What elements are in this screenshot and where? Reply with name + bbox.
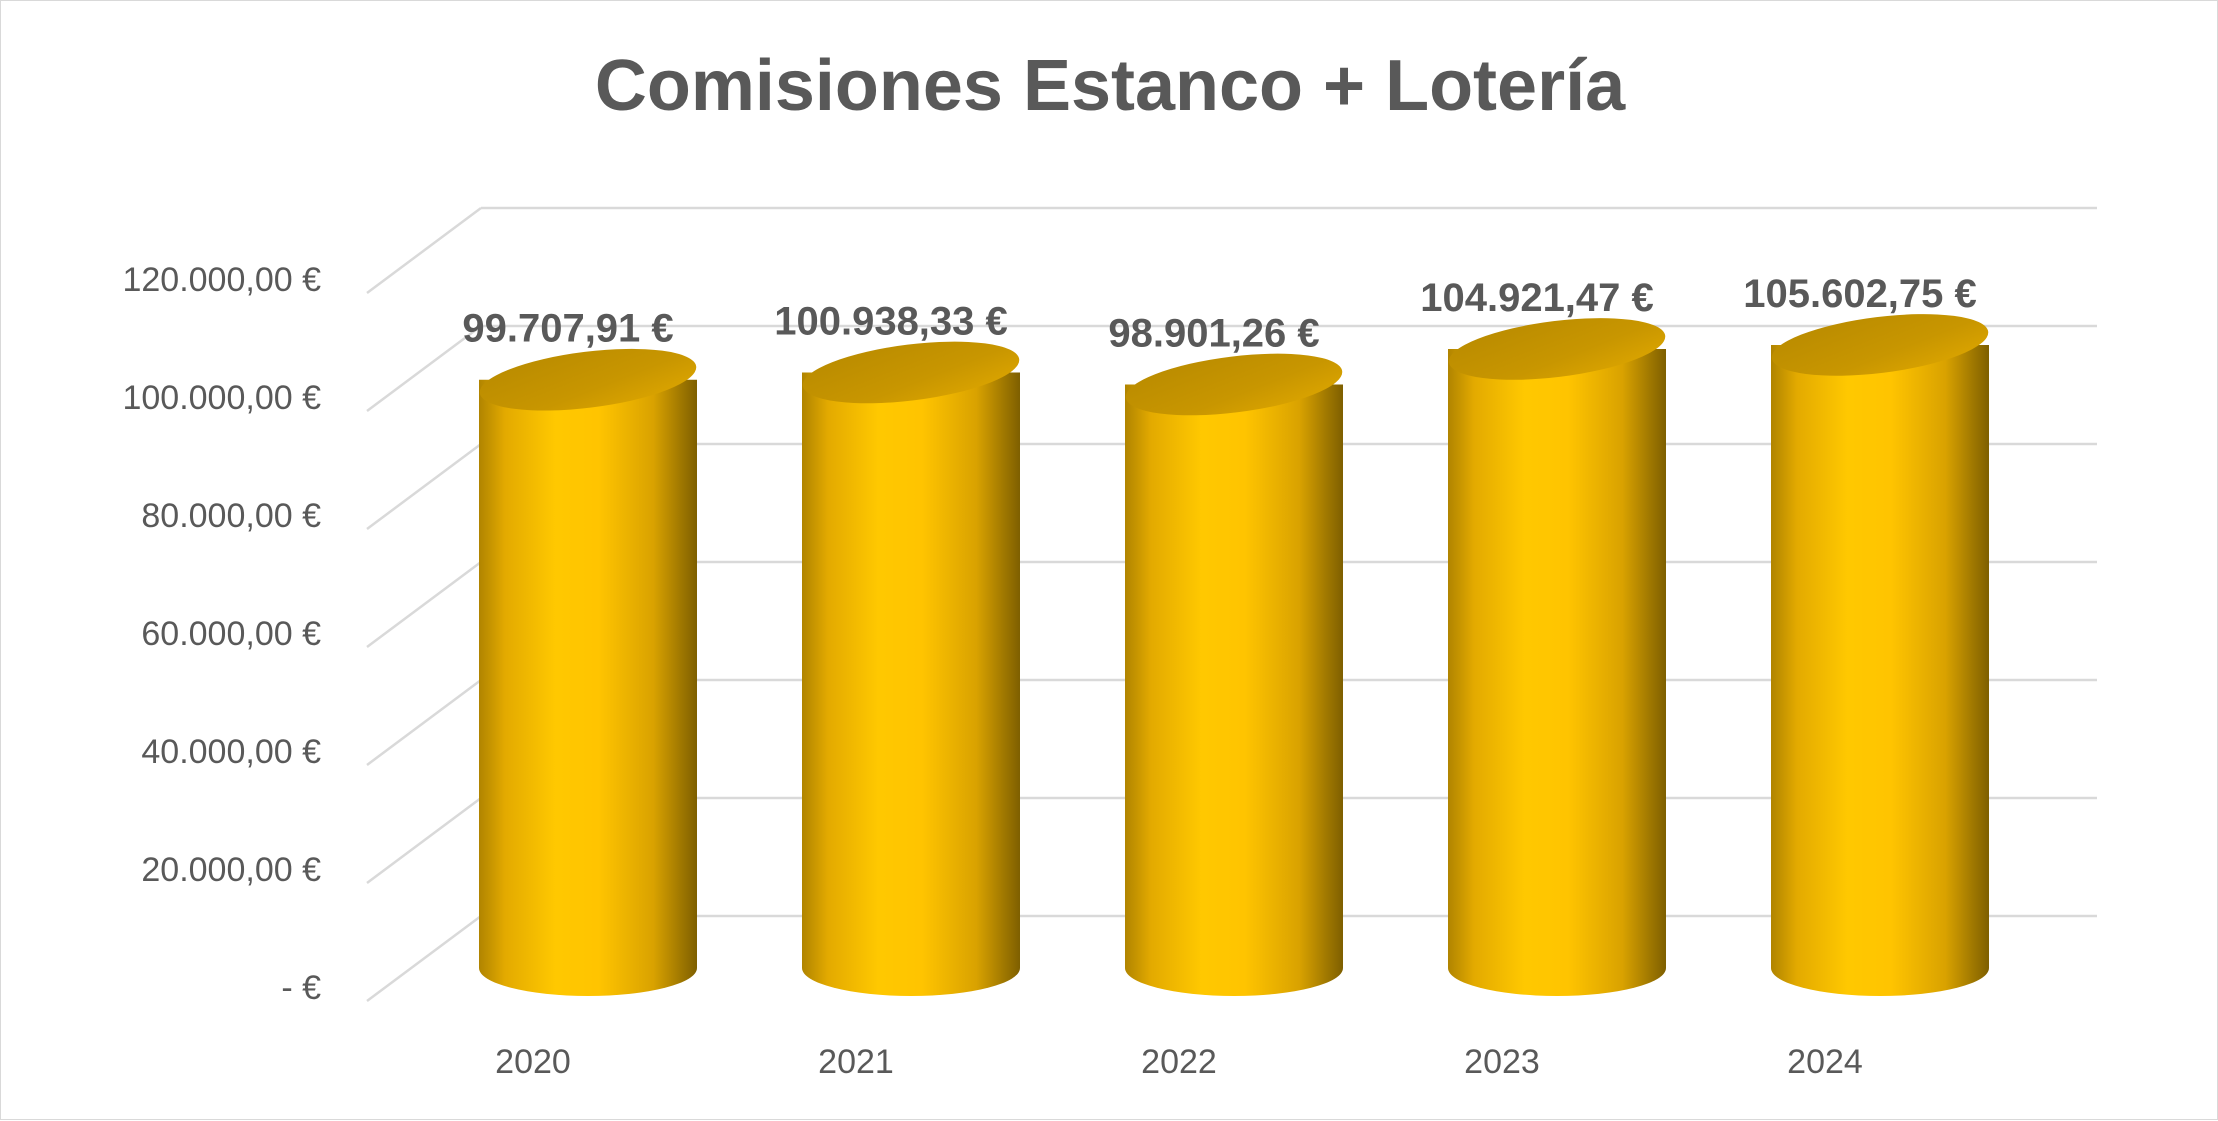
data-label: 100.938,33 €	[774, 299, 1008, 343]
bar	[479, 348, 697, 996]
data-label: 104.921,47 €	[1420, 276, 1654, 320]
bar	[1448, 318, 1666, 996]
bar	[1771, 314, 1989, 996]
bars	[479, 314, 1989, 997]
data-label: 98.901,26 €	[1108, 311, 1319, 355]
bar-body	[1125, 384, 1343, 997]
x-tick-label: 2021	[818, 1043, 894, 1081]
gridline-side	[366, 442, 482, 531]
bar	[1125, 353, 1343, 997]
chart-title: Comisiones Estanco + Lotería	[594, 46, 1626, 126]
gridline-side	[366, 796, 482, 885]
y-tick-label: 100.000,00 €	[122, 379, 321, 417]
x-tick-label: 2023	[1464, 1043, 1540, 1081]
bar-body	[802, 372, 1020, 996]
y-tick-label: 80.000,00 €	[141, 497, 321, 535]
gridline-side	[366, 324, 482, 413]
y-tick-label: 40.000,00 €	[141, 733, 321, 771]
gridline-side	[366, 560, 482, 649]
data-labels: 99.707,91 € 100.938,33 € 98.901,26 € 104.92…	[462, 272, 1976, 356]
bar-body	[479, 379, 697, 996]
bar-top	[479, 348, 697, 411]
x-tick-label: 2024	[1787, 1043, 1863, 1081]
gridline-side	[366, 914, 482, 1003]
bar-top	[1448, 318, 1666, 380]
y-tick-label: 20.000,00 €	[141, 851, 321, 889]
x-tick-label: 2020	[495, 1043, 571, 1081]
bar-body	[1448, 348, 1666, 996]
y-tick-label: 120.000,00 €	[122, 261, 321, 299]
y-axis-labels: - € 20.000,00 € 40.000,00 € 60.000,00 € 80.0…	[122, 261, 321, 1007]
gridline-side	[366, 678, 482, 767]
data-label: 99.707,91 €	[462, 307, 673, 351]
data-label: 105.602,75 €	[1743, 272, 1977, 316]
gridline-side	[366, 206, 482, 295]
bar-top	[802, 341, 1020, 404]
bar	[802, 341, 1020, 996]
bar-body	[1771, 344, 1989, 996]
y-tick-label: - €	[281, 969, 321, 1007]
bar-top	[1771, 314, 1989, 376]
bar-top	[1125, 353, 1343, 416]
x-tick-label: 2022	[1141, 1043, 1217, 1081]
y-tick-label: 60.000,00 €	[141, 615, 321, 653]
x-axis-labels: 2020 2021 2022 2023 2024	[495, 1043, 1863, 1081]
